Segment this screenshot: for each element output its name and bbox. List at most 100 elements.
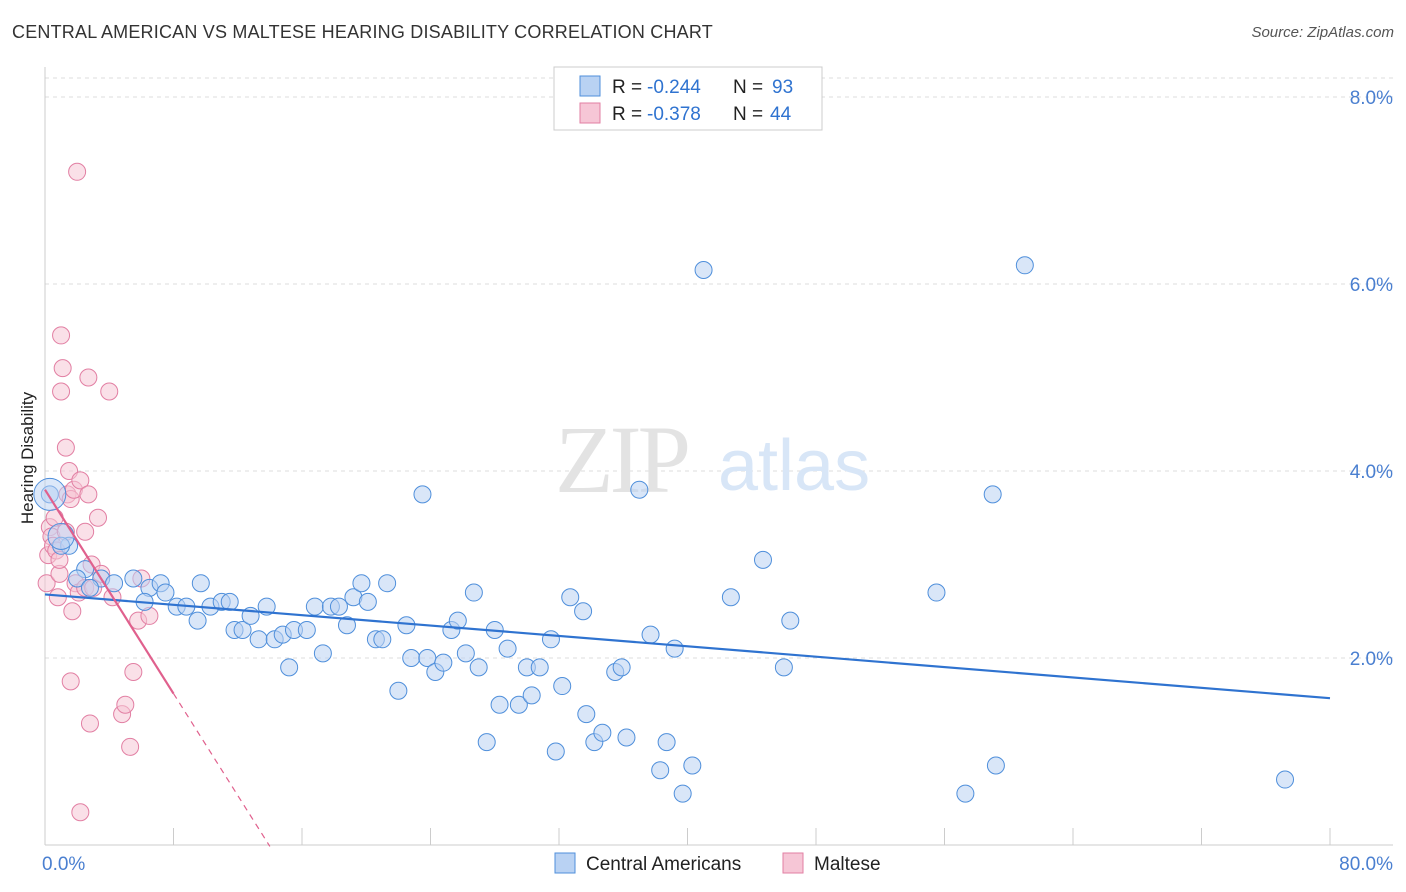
maltese-point-23 <box>79 485 98 504</box>
central-americans-point-50 <box>456 644 475 663</box>
maltese-point-6 <box>48 588 67 607</box>
central-americans-point-44 <box>413 485 432 504</box>
legend-swatch-blue <box>579 75 601 97</box>
maltese-point-34 <box>121 737 140 756</box>
central-americans-point-36 <box>352 574 371 593</box>
central-americans-point-78 <box>683 756 702 775</box>
y-tick-label-3: 8.0% <box>1350 88 1393 109</box>
central-americans-point-80 <box>721 588 740 607</box>
y-axis-label: Hearing Disability <box>18 391 37 524</box>
legend-r-value-1: -0.244 <box>647 77 701 98</box>
central-americans-point-61 <box>541 630 560 649</box>
legend-swatch-pink <box>579 102 601 124</box>
maltese-point-21 <box>76 522 95 541</box>
maltese-point-0 <box>37 574 56 593</box>
central-americans-point-65 <box>574 602 593 621</box>
central-americans-point-24 <box>257 597 276 616</box>
tick-labels: 2.0% 4.0% 6.0% 8.0% 0.0% 80.0% <box>42 88 1393 875</box>
central-americans-point-84 <box>927 583 946 602</box>
maltese-point-30 <box>100 382 119 401</box>
y-tick-label-0: 2.0% <box>1350 649 1393 670</box>
maltese-point-10 <box>56 438 75 457</box>
central-americans-point-79 <box>694 260 713 279</box>
central-americans-point-88 <box>1015 256 1034 275</box>
maltese-point-9 <box>53 359 72 378</box>
central-americans-point-51 <box>464 583 483 602</box>
central-americans-point-11 <box>156 583 175 602</box>
central-americans-point-49 <box>448 611 467 630</box>
central-americans-point-33 <box>329 597 348 616</box>
central-americans-point-81 <box>753 550 772 569</box>
central-americans-point-21 <box>233 620 252 639</box>
y-tick-label-2: 6.0% <box>1350 275 1393 296</box>
central-americans-point-83 <box>781 611 800 630</box>
central-americans-point-47 <box>434 653 453 672</box>
central-americans-point-75 <box>657 733 676 752</box>
central-americans-point-41 <box>389 681 408 700</box>
central-americans-point-76 <box>665 639 684 658</box>
central-americans-point-15 <box>188 611 207 630</box>
central-americans-point-77 <box>673 784 692 803</box>
central-americans-point-16 <box>191 574 210 593</box>
maltese-point-14 <box>61 672 80 691</box>
central-americans-cluster-0 <box>33 477 67 511</box>
central-americans-point-57 <box>509 695 528 714</box>
central-americans-point-68 <box>593 723 612 742</box>
central-americans-point-55 <box>490 695 509 714</box>
central-americans-point-60 <box>530 658 549 677</box>
central-americans-point-42 <box>397 616 416 635</box>
central-americans-point-30 <box>305 597 324 616</box>
central-americans-point-62 <box>546 742 565 761</box>
bottom-legend-swatch-pink <box>782 852 804 874</box>
x-tick-label-0: 0.0% <box>42 854 85 875</box>
central-americans-point-52 <box>469 658 488 677</box>
central-americans-point-23 <box>249 630 268 649</box>
bottom-legend: Central Americans Maltese <box>554 852 881 875</box>
chart-title: CENTRAL AMERICAN VS MALTESE HEARING DISA… <box>12 22 713 42</box>
legend-n-value-1: 93 <box>772 77 793 98</box>
maltese-point-24 <box>79 368 98 387</box>
legend-r-label-1: R = <box>612 77 642 98</box>
central-americans-point-8 <box>124 569 143 588</box>
maltese-point-25 <box>80 714 99 733</box>
watermark-zip: ZIP <box>555 406 688 513</box>
central-americans-point-64 <box>561 588 580 607</box>
trend-line-maltese <box>44 489 175 695</box>
central-americans-cluster-1 <box>47 522 75 550</box>
trend-line-central-americans <box>44 593 1331 700</box>
central-americans-point-29 <box>297 620 316 639</box>
central-americans-point-39 <box>373 630 392 649</box>
x-tick-label-1: 80.0% <box>1339 854 1393 875</box>
central-americans-point-66 <box>577 705 596 724</box>
maltese-point-20 <box>71 471 90 490</box>
maltese-point-35 <box>124 663 143 682</box>
central-americans-point-34 <box>337 616 356 635</box>
maltese-point-39 <box>71 803 90 822</box>
bottom-legend-label-pink: Maltese <box>814 854 881 875</box>
watermark-atlas: atlas <box>718 426 870 506</box>
central-americans-point-53 <box>477 733 496 752</box>
central-americans-point-63 <box>553 677 572 696</box>
legend-n-value-2: 44 <box>770 104 792 125</box>
central-americans-point-7 <box>105 574 124 593</box>
central-americans-point-74 <box>651 761 670 780</box>
central-americans-point-43 <box>402 649 421 667</box>
central-americans-point-86 <box>983 485 1002 504</box>
bottom-legend-swatch-blue <box>554 852 576 874</box>
watermark: ZIP atlas <box>555 406 870 513</box>
central-americans-point-56 <box>498 639 517 658</box>
gridlines <box>45 77 1393 659</box>
legend-n-label-2: N = <box>733 104 763 125</box>
maltese-point-8 <box>52 326 71 345</box>
central-americans-point-59 <box>522 686 541 705</box>
maltese-point-28 <box>89 508 108 527</box>
central-americans-point-71 <box>617 728 636 747</box>
legend-r-value-2: -0.378 <box>647 104 701 125</box>
maltese-point-40 <box>52 382 71 401</box>
central-americans-point-4 <box>68 569 87 588</box>
central-americans-points <box>33 256 1295 803</box>
central-americans-point-31 <box>313 644 332 663</box>
bottom-legend-label-blue: Central Americans <box>586 854 741 875</box>
trend-lines <box>44 489 1331 847</box>
maltese-point-18 <box>68 162 87 181</box>
